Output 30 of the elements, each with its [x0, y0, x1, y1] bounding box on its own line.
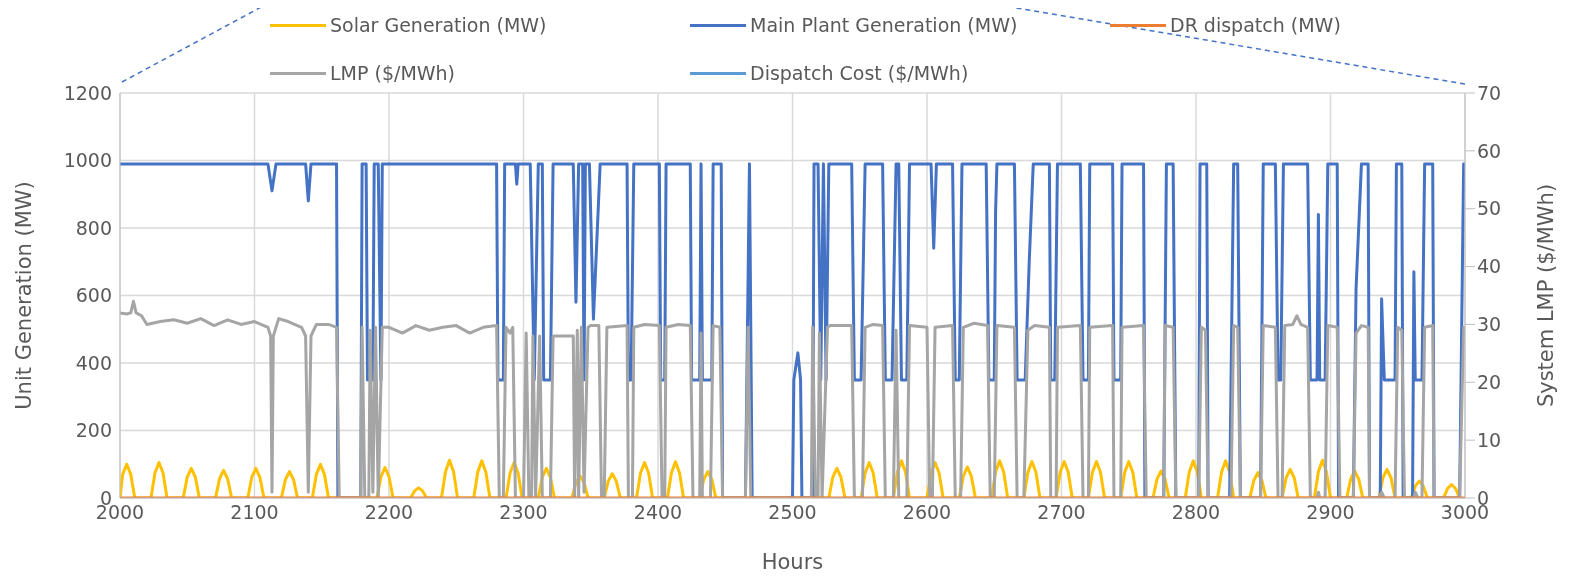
x-axis-title: Hours [761, 550, 824, 574]
x-tick-label: 2900 [1306, 501, 1355, 524]
y2-tick-label: 50 [1477, 197, 1502, 220]
y2-tick-label: 20 [1477, 371, 1502, 394]
x-tick-label: 2600 [902, 501, 952, 524]
legend-label: DR dispatch (MW) [1170, 14, 1341, 36]
y-tick-label: 400 [75, 351, 112, 374]
y-tick-label: 200 [75, 419, 112, 442]
y-axis-title: Unit Generation (MW) [12, 181, 37, 410]
y2-tick-label: 30 [1477, 313, 1502, 336]
y-tick-label: 1200 [63, 81, 112, 104]
y-tick-label: 800 [75, 216, 112, 239]
x-tick-label: 2400 [633, 501, 683, 524]
y-tick-label: 600 [75, 284, 112, 307]
y2-axis-title: System LMP ($/MWh) [1534, 183, 1559, 408]
legend-label: Solar Generation (MW) [330, 14, 547, 36]
legend-label: LMP ($/MWh) [330, 62, 456, 84]
y2-tick-label: 40 [1477, 255, 1502, 278]
y2-tick-label: 10 [1477, 428, 1502, 451]
x-tick-label: 2800 [1171, 501, 1221, 524]
x-tick-label: 2300 [499, 501, 548, 524]
y2-tick-label: 60 [1477, 139, 1502, 162]
x-tick-label: 2100 [230, 501, 279, 524]
x-tick-label: 2500 [768, 501, 817, 524]
y2-tick-label: 70 [1477, 81, 1502, 104]
x-tick-label: 2700 [1037, 501, 1086, 524]
y-tick-label: 1000 [63, 149, 112, 172]
x-tick-label: 2200 [364, 501, 414, 524]
legend-label: Main Plant Generation (MW) [750, 14, 1018, 36]
legend-label: Dispatch Cost ($/MWh) [750, 62, 969, 84]
